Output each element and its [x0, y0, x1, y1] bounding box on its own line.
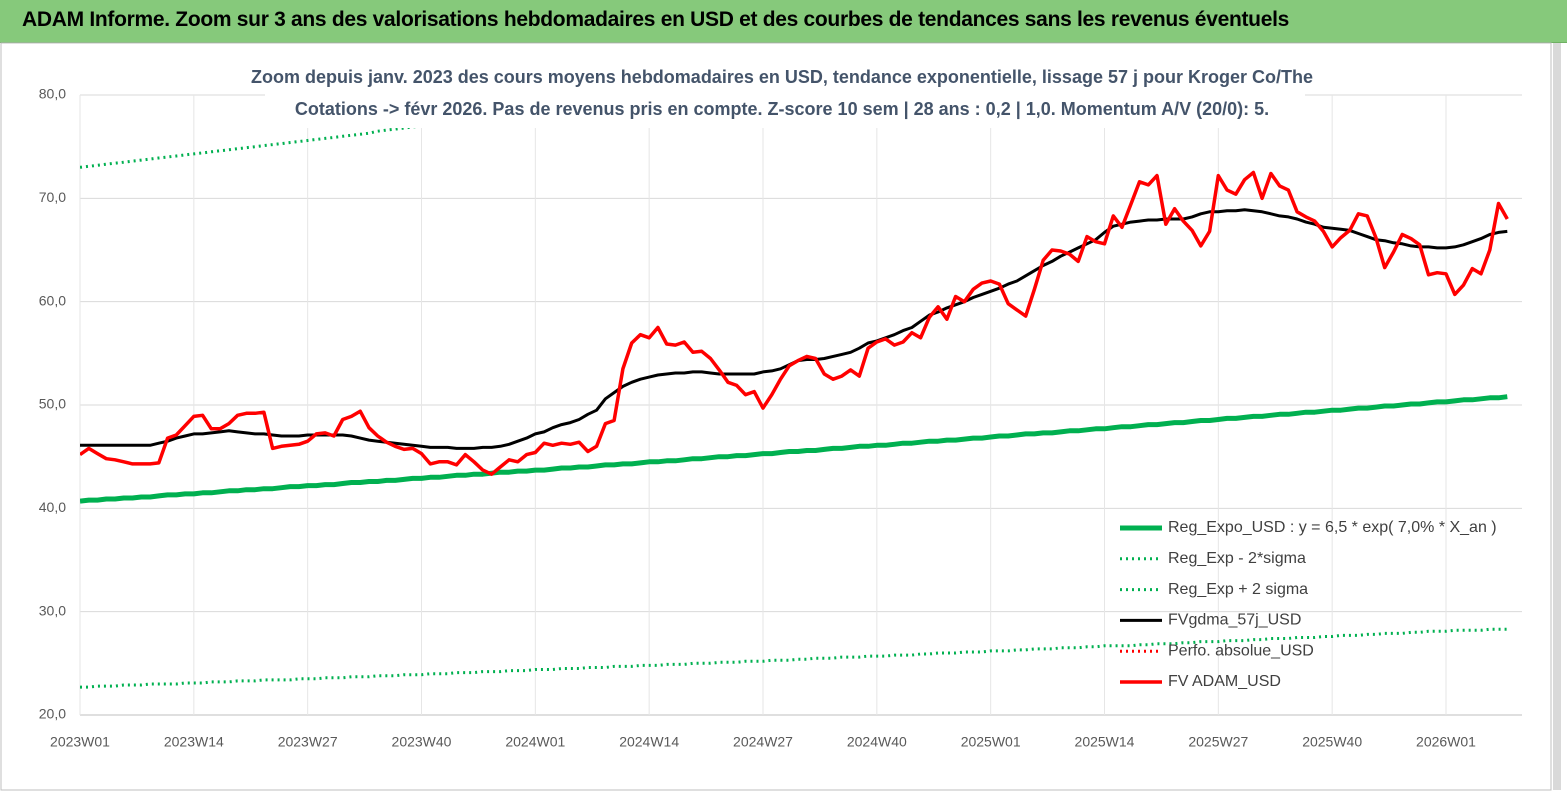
x-tick-label: 2024W27 — [733, 734, 793, 750]
legend-label: Reg_Exp + 2 sigma — [1168, 581, 1308, 598]
chart-title: Zoom depuis janv. 2023 des cours moyens … — [251, 67, 1313, 87]
header-title: ADAM Informe. Zoom sur 3 ans des valoris… — [22, 8, 1289, 31]
x-tick-label: 2023W14 — [164, 734, 224, 750]
legend-label: FVgdma_57j_USD — [1168, 612, 1301, 629]
scrollbar — [1553, 43, 1561, 790]
series-line — [80, 170, 1509, 476]
legend-label: Reg_Exp - 2*sigma — [1168, 550, 1306, 567]
x-tick-label: 2024W40 — [847, 734, 907, 750]
x-tick-label: 2025W14 — [1075, 734, 1135, 750]
y-tick-label: 60,0 — [39, 292, 66, 308]
series-line — [80, 394, 1508, 504]
y-tick-label: 70,0 — [39, 189, 66, 205]
x-tick-label: 2024W14 — [619, 734, 679, 750]
chart-subtitle: Cotations -> févr 2026. Pas de revenus p… — [295, 99, 1269, 119]
y-tick-label: 40,0 — [39, 499, 66, 515]
chart-border — [0, 42, 1552, 791]
x-tick-label: 2025W27 — [1188, 734, 1248, 750]
x-tick-label: 2023W27 — [278, 734, 338, 750]
x-tick-label: 2026W01 — [1416, 734, 1476, 750]
legend-label: Reg_Expo_USD : y = 6,5 * exp( 7,0% * X_a… — [1168, 519, 1497, 536]
header: ADAM Informe. Zoom sur 3 ans des valoris… — [0, 0, 1567, 43]
x-tick-label: 2023W40 — [392, 734, 452, 750]
x-tick-label: 2025W01 — [961, 734, 1021, 750]
x-tick-label: 2023W01 — [50, 734, 110, 750]
legend-label: FV ADAM_USD — [1168, 673, 1281, 690]
series-line — [80, 627, 1508, 689]
x-tick-label: 2024W01 — [505, 734, 565, 750]
y-tick-label: 20,0 — [39, 706, 66, 722]
x-tick-label: 2025W40 — [1302, 734, 1362, 750]
legend-label: Perfo. absolue_USD — [1168, 642, 1314, 659]
title-background — [265, 62, 1305, 128]
y-tick-label: 50,0 — [39, 396, 66, 412]
y-tick-label: 30,0 — [39, 602, 66, 618]
y-tick-label: 80,0 — [39, 86, 66, 102]
